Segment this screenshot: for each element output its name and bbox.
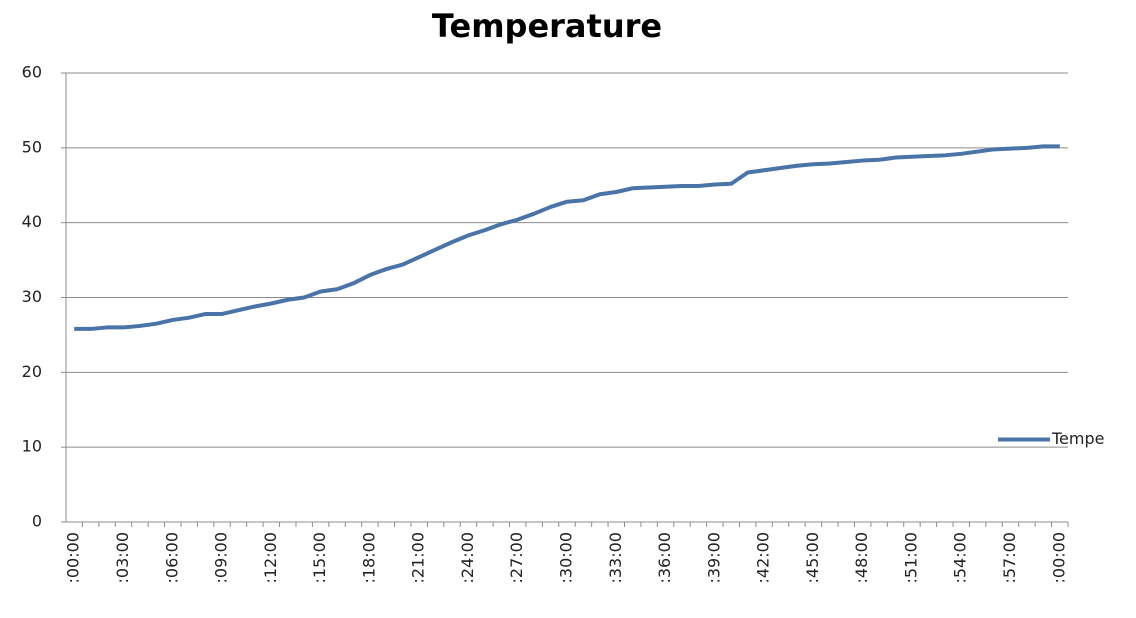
x-tick-label: :00:00: [64, 532, 83, 584]
x-tick-label: :00:00: [1049, 532, 1068, 584]
series-line: [74, 144, 1060, 331]
x-tick-label: :18:00: [359, 532, 378, 584]
x-tick-label: :09:00: [212, 532, 231, 584]
x-tick-label: :54:00: [951, 532, 970, 584]
x-tick-label: :36:00: [655, 532, 674, 584]
y-tick-label: 10: [22, 437, 42, 456]
x-tick-label: :06:00: [162, 532, 181, 584]
x-tick-label: :39:00: [704, 532, 723, 584]
x-tick-label: :48:00: [852, 532, 871, 584]
x-tick-label: :12:00: [261, 532, 280, 584]
chart-title: Temperature: [432, 7, 662, 45]
y-tick-label: 40: [22, 212, 42, 231]
x-tick-label: :57:00: [1000, 532, 1019, 584]
y-tick-label: 20: [22, 362, 42, 381]
x-tick-label: :03:00: [113, 532, 132, 584]
y-tick-label: 0: [32, 512, 42, 531]
y-tick-label: 50: [22, 137, 42, 156]
x-tick-label: :21:00: [409, 532, 428, 584]
x-tick-label: :42:00: [754, 532, 773, 584]
y-tick-label: 30: [22, 287, 42, 306]
x-tick-label: :27:00: [507, 532, 526, 584]
x-tick-label: :24:00: [458, 532, 477, 584]
x-tick-label: :45:00: [803, 532, 822, 584]
x-tick-label: :33:00: [606, 532, 625, 584]
legend-label: Tempe: [1051, 429, 1104, 448]
x-tick-label: :15:00: [310, 532, 329, 584]
x-tick-label: :30:00: [557, 532, 576, 584]
y-tick-label: 60: [22, 63, 42, 82]
x-tick-label: :51:00: [901, 532, 920, 584]
